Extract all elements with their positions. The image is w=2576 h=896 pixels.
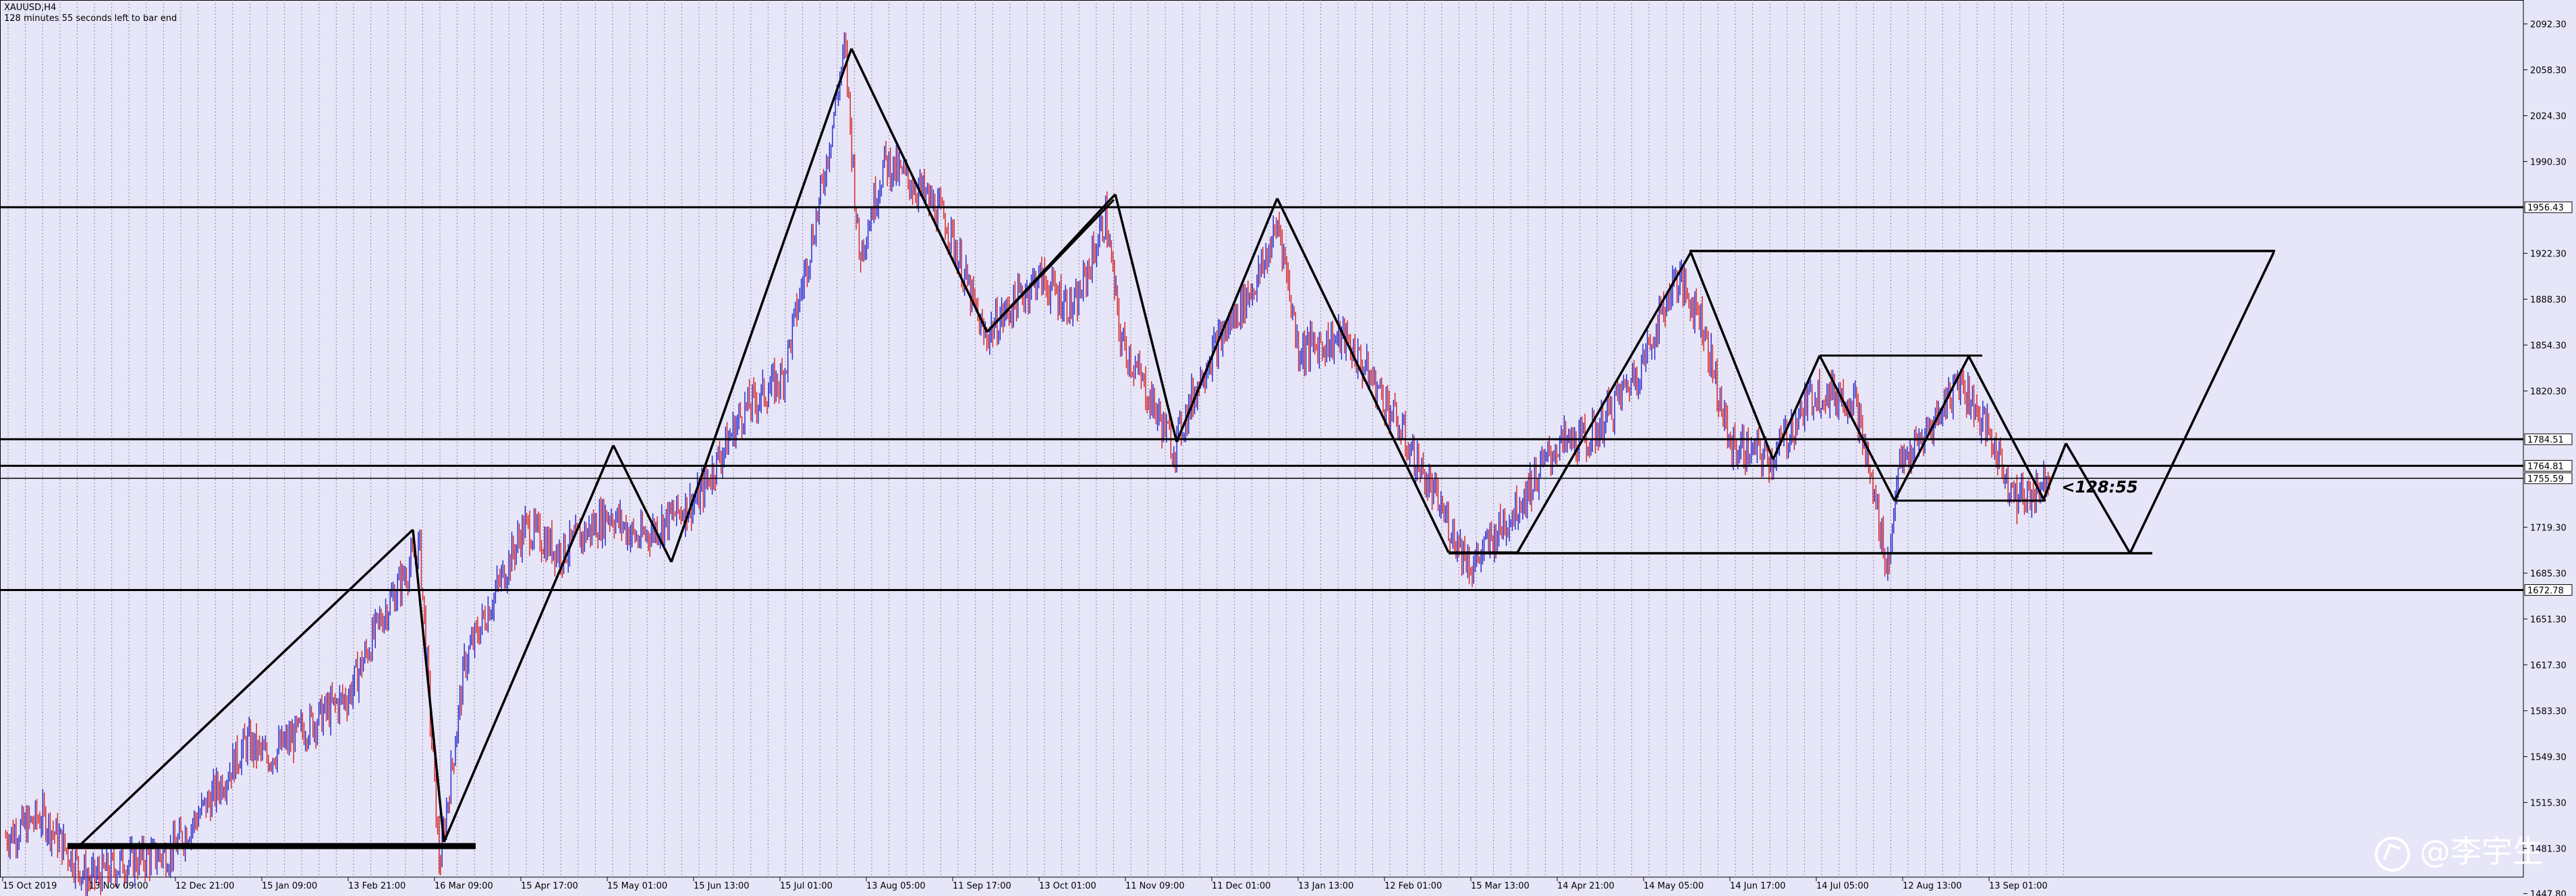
y-tick-label: 1617.30 xyxy=(2530,661,2567,671)
zigzag-trend-line[interactable] xyxy=(1818,355,1896,501)
x-tick-label: 13 Sep 01:00 xyxy=(1989,881,2048,891)
x-tick-label: 12 Aug 13:00 xyxy=(1903,881,1962,891)
level-price-label: 1672.78 xyxy=(2527,586,2564,596)
level-price-tag xyxy=(2524,584,2573,596)
countdown-annotation: <128:55 xyxy=(2061,478,2137,497)
zigzag-trend-line[interactable] xyxy=(2042,443,2067,500)
y-tick-label: 1651.30 xyxy=(2530,615,2567,625)
y-tick-label: 1922.30 xyxy=(2530,249,2567,259)
x-tick-label: 14 Jul 05:00 xyxy=(1816,881,1869,891)
level-price-tag xyxy=(2524,459,2573,472)
axes: 15 Oct 2019 13 Nov 09:00 12 Dec 21:00 15 Ja… xyxy=(2,20,2567,896)
x-tick-label: 15 Jan 09:00 xyxy=(262,881,317,891)
x-tick-label: 16 Mar 09:00 xyxy=(435,881,493,891)
zigzag-trend-line[interactable] xyxy=(1967,356,2045,500)
zigzag-trend-line[interactable] xyxy=(1175,198,1279,443)
x-tick-label: 13 Jan 13:00 xyxy=(1298,881,1353,891)
x-tick-label: 15 Apr 17:00 xyxy=(521,881,578,891)
level-price-label: 1764.81 xyxy=(2527,461,2564,472)
x-tick-label: 14 Jun 17:00 xyxy=(1730,881,1786,891)
zigzag-trend-line[interactable] xyxy=(850,48,988,333)
level-price-tag xyxy=(2524,472,2573,484)
zigzag-trend-line[interactable] xyxy=(412,529,445,843)
x-tick-label: 13 Oct 01:00 xyxy=(1039,881,1096,891)
channel-line[interactable] xyxy=(986,198,1115,333)
zigzag-trend-line[interactable] xyxy=(1689,252,1774,460)
y-tick-label: 1685.30 xyxy=(2530,569,2567,579)
bar-countdown-text: 128 minutes 55 seconds left to bar end xyxy=(4,13,177,24)
watermark-logo-icon xyxy=(2375,836,2410,872)
level-price-tag xyxy=(2524,201,2573,213)
horizontal-levels[interactable]: 1956.43 1784.51 1764.81 1755.59 1672.78 xyxy=(0,201,2573,596)
x-tick-label: 14 May 05:00 xyxy=(1644,881,1704,891)
annotations: <128:55 xyxy=(2061,478,2137,497)
zigzag-trend-line[interactable] xyxy=(2065,443,2131,554)
zigzag-trend-line[interactable] xyxy=(670,48,853,563)
y-tick-label: 1447.80 xyxy=(2530,889,2567,896)
watermark: @李宇生 xyxy=(2375,827,2544,872)
symbol-title: XAUUSD,H4 xyxy=(4,3,57,13)
y-tick-label: 2092.30 xyxy=(2530,20,2567,30)
zigzag-trend-line[interactable] xyxy=(443,445,615,843)
x-tick-label: 14 Apr 21:00 xyxy=(1557,881,1615,891)
drawing-objects[interactable] xyxy=(67,48,2275,849)
candle-series xyxy=(5,32,2050,896)
zigzag-trend-line[interactable] xyxy=(78,528,414,847)
y-tick-label: 1583.30 xyxy=(2530,706,2567,717)
level-price-tag xyxy=(2524,433,2573,445)
x-tick-label: 11 Dec 01:00 xyxy=(1212,881,1270,891)
y-tick-label: 1888.30 xyxy=(2530,295,2567,305)
x-tick-label: 11 Nov 09:00 xyxy=(1125,881,1185,891)
y-tick-label: 1549.30 xyxy=(2530,752,2567,762)
zigzag-trend-line[interactable] xyxy=(612,445,673,563)
y-tick-label: 1515.30 xyxy=(2530,798,2567,808)
zigzag-trend-line[interactable] xyxy=(1516,252,1692,553)
x-tick-label: 15 Mar 13:00 xyxy=(1471,881,1530,891)
x-tick-label: 12 Feb 01:00 xyxy=(1384,881,1442,891)
y-tick-label: 1481.30 xyxy=(2530,844,2567,854)
x-tick-label: 11 Sep 17:00 xyxy=(953,881,1011,891)
x-tick-label: 13 Feb 21:00 xyxy=(348,881,405,891)
level-price-label: 1755.59 xyxy=(2527,474,2564,484)
x-tick-label: 15 May 01:00 xyxy=(607,881,667,891)
zigzag-trend-line[interactable] xyxy=(1893,356,1970,501)
x-tick-label: 15 Oct 2019 xyxy=(3,881,57,891)
y-tick-label: 1854.30 xyxy=(2530,341,2567,351)
zigzag-trend-line[interactable] xyxy=(2129,252,2275,554)
x-tick-label: 13 Nov 09:00 xyxy=(89,881,148,891)
y-tick-label: 1719.30 xyxy=(2530,523,2567,533)
zigzag-trend-line[interactable] xyxy=(1772,355,1821,460)
y-tick-label: 2058.30 xyxy=(2530,65,2567,76)
zigzag-trend-line[interactable] xyxy=(1276,198,1450,553)
zigzag-trend-line[interactable] xyxy=(1114,194,1178,443)
y-tick-label: 2024.30 xyxy=(2530,111,2567,121)
y-tick-label: 1820.30 xyxy=(2530,387,2567,397)
x-tick-label: 15 Jun 13:00 xyxy=(694,881,750,891)
level-price-label: 1956.43 xyxy=(2527,203,2564,213)
x-tick-label: 13 Aug 05:00 xyxy=(866,881,926,891)
y-tick-label: 1990.30 xyxy=(2530,157,2567,167)
x-tick-label: 12 Dec 21:00 xyxy=(175,881,234,891)
watermark-text: @李宇生 xyxy=(2419,833,2544,870)
level-price-label: 1784.51 xyxy=(2527,435,2564,445)
x-tick-label: 15 Jul 01:00 xyxy=(780,881,833,891)
